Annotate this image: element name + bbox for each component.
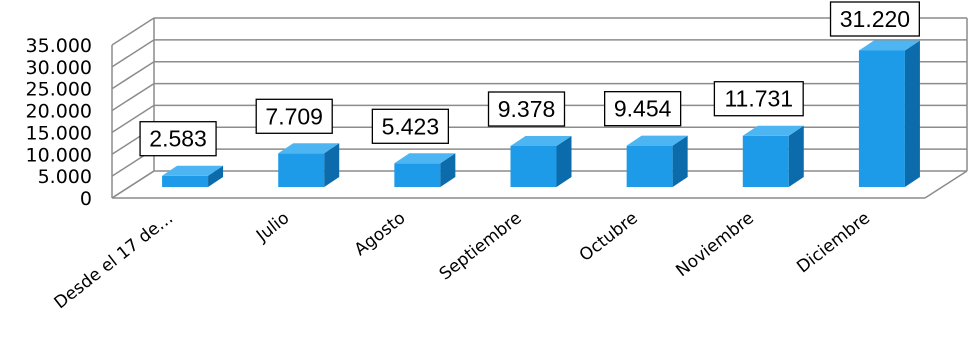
x-tick-label: Agosto [351, 208, 410, 260]
bar [394, 153, 456, 187]
bar [626, 135, 688, 187]
x-axis-category-labels: Desde el 17 de… Julio Agosto Septiembre Octu… [51, 208, 874, 313]
bar [162, 165, 224, 187]
data-label: 9.454 [603, 91, 682, 127]
bar-front [858, 50, 905, 187]
data-label-box [255, 98, 333, 134]
data-label-box [139, 121, 217, 157]
bar-side [556, 136, 572, 187]
x-tick-label: Diciembre [793, 208, 874, 277]
data-label-text: 9.454 [614, 96, 672, 122]
bar [742, 125, 804, 187]
data-label-text: 2.583 [149, 126, 207, 152]
y-tick-label: 35.000 [26, 35, 92, 57]
y-tick-label: 25.000 [26, 79, 92, 101]
bar-side [324, 143, 340, 187]
data-label-text: 31.220 [840, 6, 910, 32]
gridline-side [111, 170, 155, 199]
y-axis-tick-labels: 05.00010.00015.00020.00025.00030.00035.0… [26, 35, 92, 210]
bar-top [278, 143, 340, 154]
gridline-side [111, 61, 155, 90]
x-tick-label: Septiembre [436, 208, 526, 284]
gridline-side [111, 17, 155, 46]
bar-side [904, 40, 920, 187]
data-label: 9.378 [487, 91, 566, 127]
data-label: 5.423 [371, 108, 450, 144]
bar-front [742, 135, 789, 187]
bar-front [510, 146, 557, 187]
bar [278, 143, 340, 187]
data-label-box [829, 1, 920, 37]
bar-side [440, 153, 456, 187]
bar-top [394, 153, 456, 164]
data-label: 11.731 [713, 81, 804, 117]
x-tick-label: Julio [252, 208, 293, 246]
data-label-box [487, 91, 566, 127]
data-label: 7.709 [255, 98, 333, 134]
bar-front [278, 153, 325, 187]
x-tick-label: Octubre [576, 208, 642, 266]
x-tick-label: Desde el 17 de… [51, 208, 178, 313]
y-tick-label: 5.000 [38, 166, 92, 188]
gridline-side [111, 104, 155, 134]
bar-front [162, 175, 209, 187]
data-label-box [603, 91, 682, 127]
bar-top [858, 40, 920, 51]
bar [858, 40, 920, 187]
data-labels: 2.583 7.709 5.423 9.378 9.454 11.731 31.220 [139, 1, 920, 157]
data-label: 2.583 [139, 121, 217, 157]
floor-right-edge [924, 170, 968, 199]
data-label-text: 11.731 [724, 86, 793, 112]
data-label-text: 7.709 [265, 103, 323, 129]
data-label-box [371, 108, 450, 144]
bar [510, 136, 572, 187]
gridline-side [111, 82, 155, 112]
data-label-text: 9.378 [498, 96, 556, 122]
bar-front [394, 163, 441, 187]
bar-side [788, 125, 804, 187]
bar-top [626, 135, 688, 146]
bar-side [672, 135, 688, 187]
bars [162, 40, 920, 187]
bar-side [208, 165, 224, 187]
x-tick-label: Noviembre [672, 208, 757, 281]
bar-top [162, 165, 224, 176]
y-tick-label: 10.000 [26, 144, 92, 166]
gridline-side [111, 39, 155, 68]
y-tick-label: 20.000 [26, 101, 92, 123]
bar-front [626, 145, 673, 187]
bar-top [510, 136, 572, 147]
bar-top [742, 125, 804, 136]
data-label-box [713, 81, 804, 117]
y-tick-label: 30.000 [26, 57, 92, 79]
data-label-text: 5.423 [382, 113, 440, 139]
y-tick-label: 0 [80, 188, 92, 210]
data-label: 31.220 [829, 1, 920, 37]
y-tick-label: 15.000 [26, 122, 92, 144]
